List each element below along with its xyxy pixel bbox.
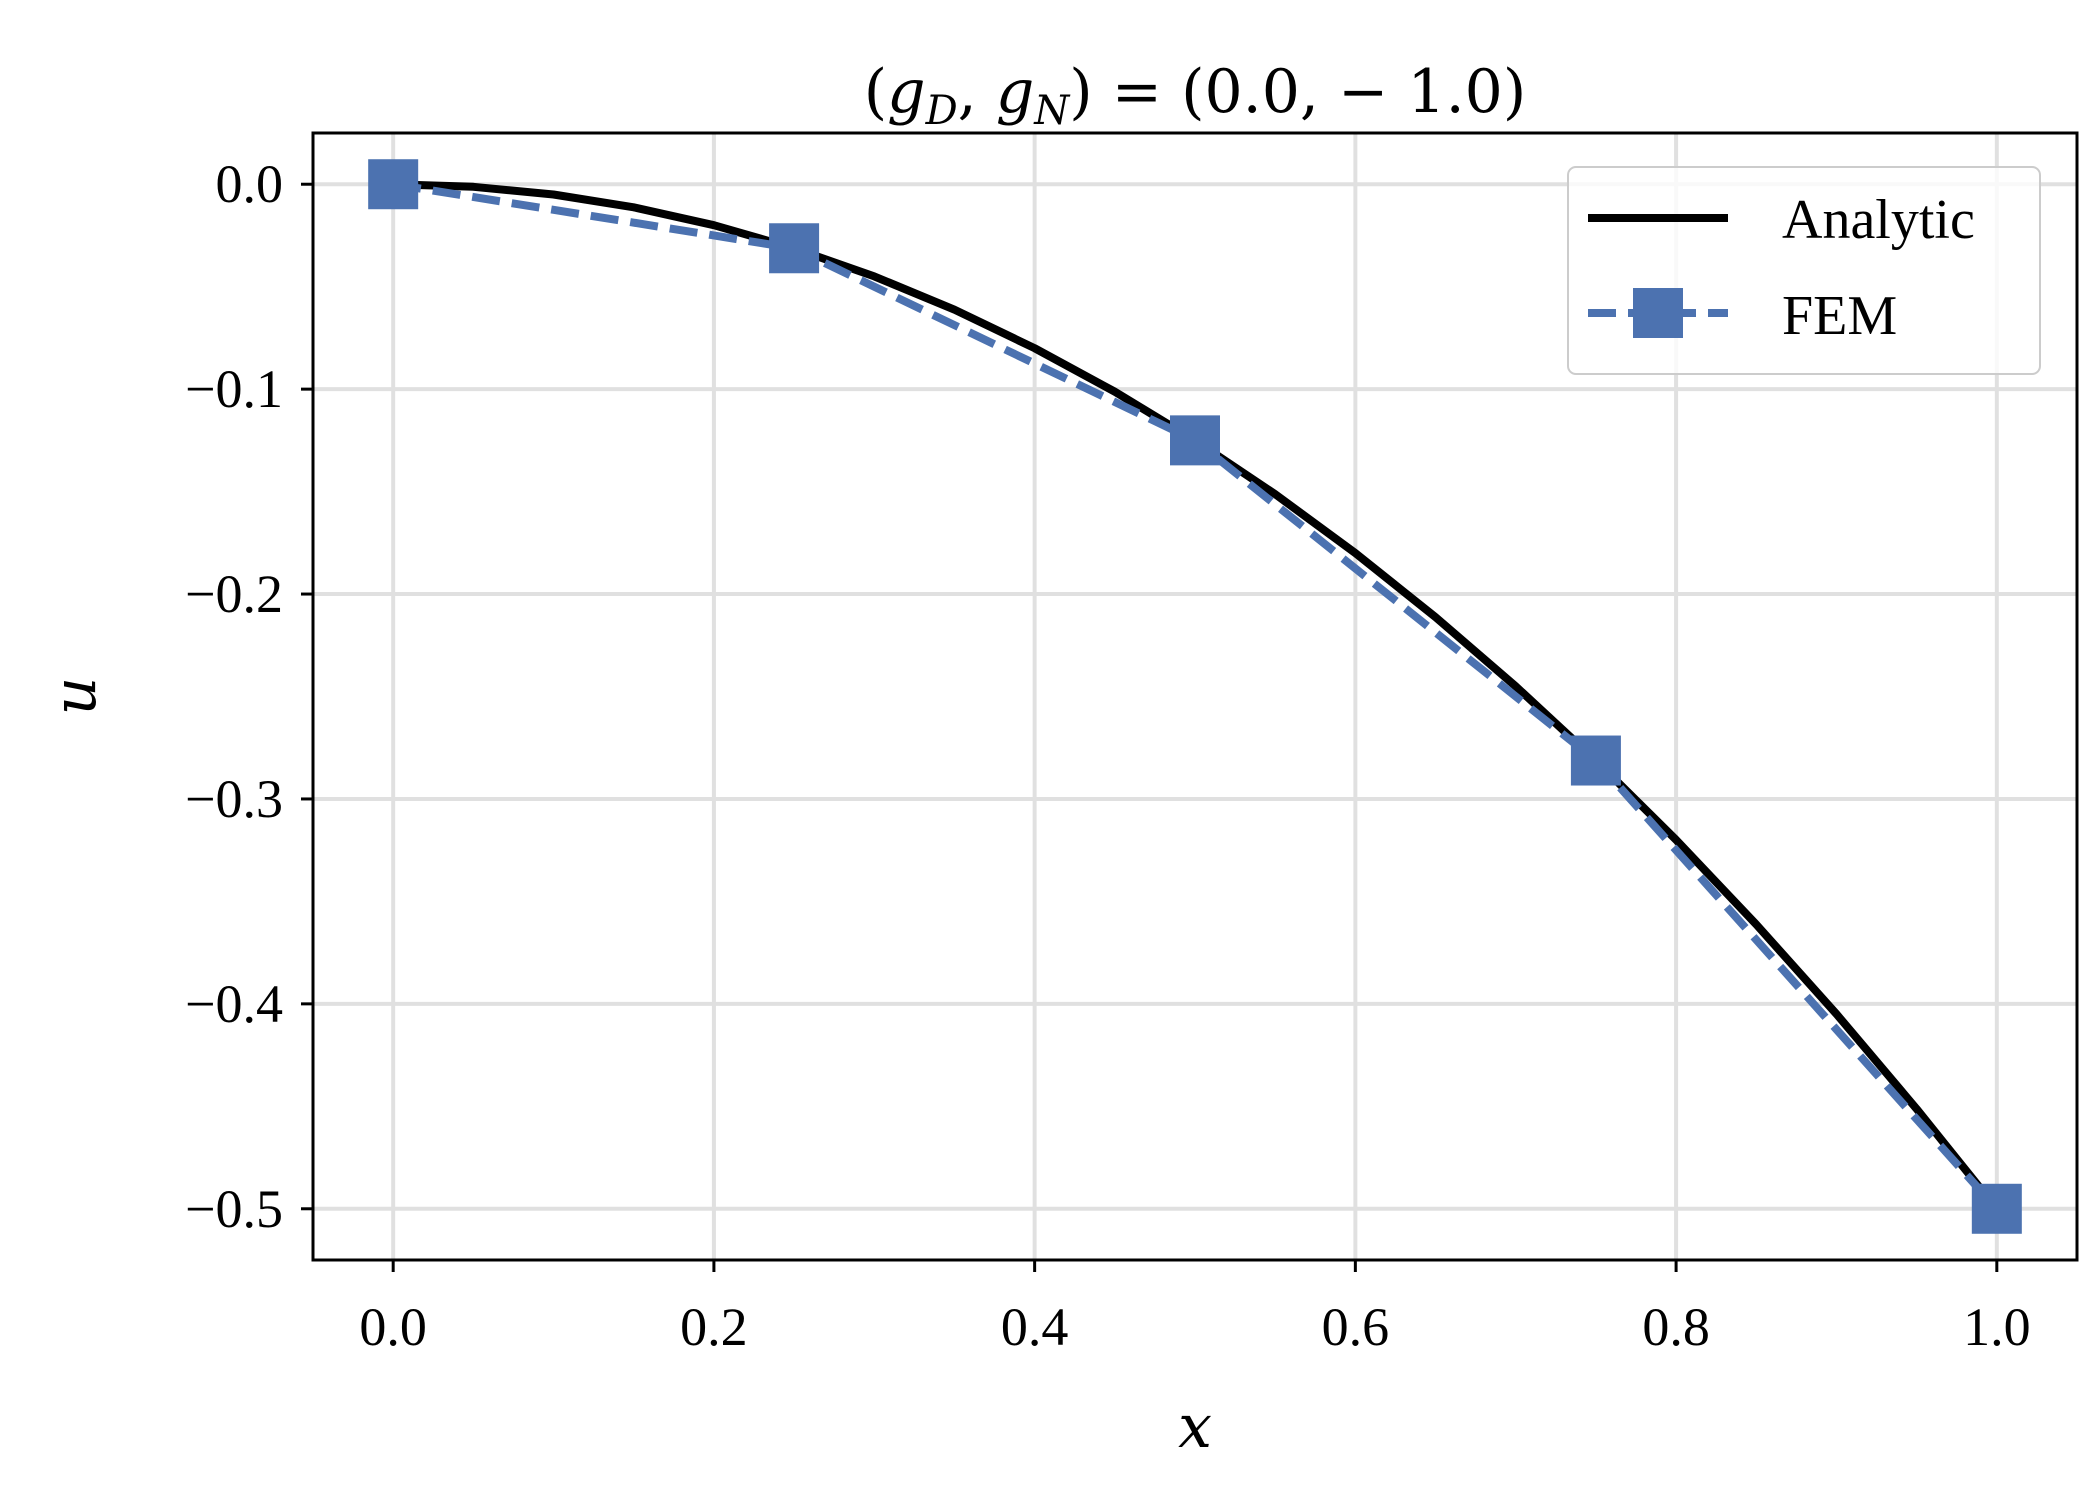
fem-marker — [1170, 415, 1220, 466]
x-axis-label: x — [1178, 1392, 1212, 1462]
legend-analytic-label: Analytic — [1782, 189, 1975, 251]
y-tick-label: −0.4 — [185, 974, 283, 1034]
axis-ticks: 0.0 0.2 0.4 0.6 0.8 1.0 0.0 −0.1 −0.2 −0.3 −0.4 −0.… — [185, 154, 2031, 1357]
title-open: ( — [864, 57, 887, 127]
title-sub1: D — [925, 88, 958, 134]
y-axis-label: u — [40, 677, 110, 716]
fem-marker — [1971, 1183, 2022, 1234]
y-tick-label: −0.3 — [185, 769, 283, 829]
fem-marker — [368, 159, 419, 210]
chart-title: (gD, gN) = (0.0, − 1.0) — [864, 57, 1526, 134]
legend: Analytic FEM — [1567, 166, 2041, 375]
y-tick-label: −0.1 — [185, 359, 283, 419]
y-tick-label: 0.0 — [216, 154, 284, 214]
plot-series — [368, 159, 2022, 1234]
title-comma: , — [958, 57, 996, 127]
title-sub2: N — [1033, 88, 1071, 134]
fem-marker — [1570, 735, 1621, 786]
title-rest: ) = (0.0, − 1.0) — [1069, 57, 1526, 127]
title-g1: g — [887, 57, 925, 127]
x-tick-label: 0.4 — [1001, 1297, 1069, 1357]
x-tick-label: 1.0 — [1963, 1297, 2031, 1357]
y-tick-label: −0.5 — [185, 1179, 283, 1239]
legend-fem-label: FEM — [1782, 285, 1897, 347]
x-tick-label: 0.0 — [359, 1297, 427, 1357]
plot-frame — [311, 131, 2079, 1262]
x-tick-label: 0.8 — [1642, 1297, 1710, 1357]
x-tick-label: 0.6 — [1322, 1297, 1390, 1357]
x-tick-label: 0.2 — [680, 1297, 748, 1357]
title-g2: g — [996, 57, 1034, 127]
fem-marker — [769, 223, 820, 274]
legend-fem-marker — [1633, 288, 1683, 338]
y-tick-label: −0.2 — [185, 564, 283, 624]
